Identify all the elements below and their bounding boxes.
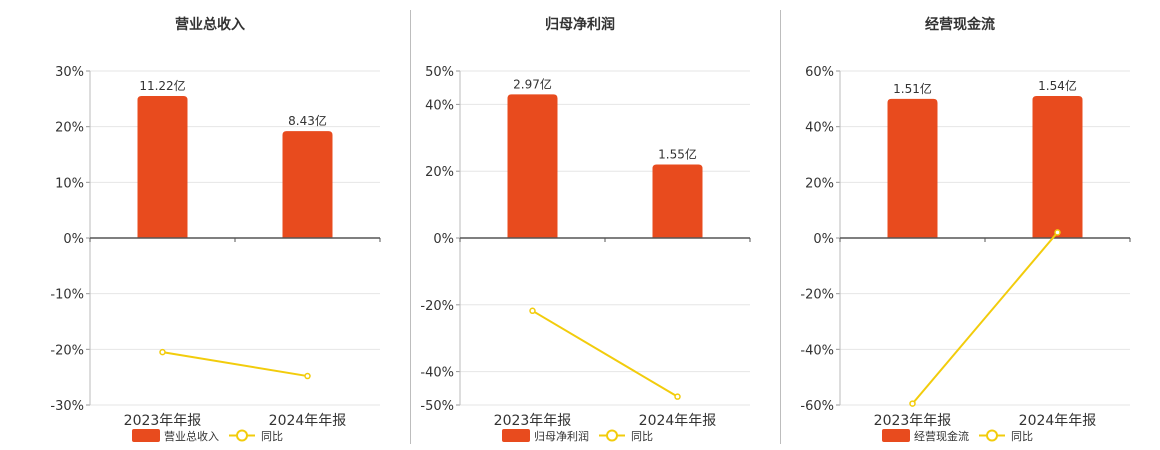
legend-bar-swatch	[502, 429, 530, 442]
yoy-point	[529, 307, 536, 315]
y-tick-label: 40%	[805, 121, 834, 136]
x-category-label: 2023年年报	[124, 413, 202, 429]
panel-divider	[780, 10, 781, 444]
x-category-label: 2024年年报	[639, 413, 717, 429]
yoy-point	[159, 348, 166, 356]
y-tick-label: -50%	[420, 399, 454, 414]
bar-value-label: 11.22亿	[139, 78, 185, 93]
bar-value-label: 1.51亿	[893, 81, 932, 96]
legend-bar-label: 营业总收入	[164, 429, 219, 443]
y-tick-label: -30%	[50, 399, 84, 414]
y-tick-label: -40%	[800, 343, 834, 358]
bar	[887, 98, 938, 238]
yoy-point	[674, 393, 681, 400]
bar-value-label: 1.55亿	[658, 147, 697, 162]
yoy-line	[162, 351, 308, 378]
y-tick-label: 20%	[425, 165, 454, 180]
y-tick-label: -10%	[50, 288, 84, 303]
chart-title: 经营现金流	[925, 16, 995, 33]
legend-line-label: 同比	[261, 430, 283, 443]
yoy-point	[304, 372, 311, 380]
x-category-label: 2024年年报	[1019, 413, 1097, 429]
chart-title: 归母净利润	[545, 16, 615, 33]
x-category-label: 2024年年报	[269, 413, 347, 429]
legend-bar-swatch	[132, 429, 160, 442]
y-tick-label: 30%	[55, 65, 84, 80]
bar-value-label: 8.43亿	[288, 113, 327, 128]
y-tick-label: 0%	[63, 232, 84, 247]
bar	[137, 96, 188, 238]
y-tick-label: 0%	[813, 232, 834, 247]
bar	[282, 131, 333, 238]
x-category-label: 2023年年报	[874, 413, 952, 429]
legend-line-marker	[986, 429, 998, 442]
y-tick-label: 0%	[433, 232, 454, 247]
legend-line-label: 同比	[631, 430, 653, 443]
y-tick-label: 20%	[805, 176, 834, 191]
y-tick-label: -20%	[50, 343, 84, 358]
legend-line-label: 同比	[1011, 430, 1033, 443]
panel-divider	[410, 10, 411, 444]
chart-title: 营业总收入	[175, 16, 245, 33]
y-tick-label: -20%	[800, 288, 834, 303]
y-tick-label: 10%	[55, 176, 84, 191]
bar	[1032, 96, 1083, 238]
y-tick-label: -40%	[420, 366, 454, 381]
yoy-point	[1054, 229, 1061, 236]
y-tick-label: 20%	[55, 121, 84, 136]
x-category-label: 2023年年报	[494, 413, 572, 429]
legend-bar-label: 经营现金流	[914, 429, 969, 443]
yoy-line	[531, 309, 679, 398]
legend-bar-swatch	[882, 429, 910, 442]
y-tick-label: 40%	[425, 98, 454, 113]
y-tick-label: -20%	[420, 299, 454, 314]
bar	[652, 164, 703, 238]
legend-line-marker	[236, 429, 248, 442]
bar-value-label: 2.97亿	[513, 76, 552, 91]
bar	[507, 94, 558, 238]
legend-bar-label: 归母净利润	[534, 429, 589, 443]
y-tick-label: -60%	[800, 399, 834, 414]
y-tick-label: 60%	[805, 65, 834, 80]
y-tick-label: 50%	[425, 65, 454, 80]
yoy-line	[911, 231, 1059, 405]
bar-value-label: 1.54亿	[1038, 78, 1077, 93]
legend-line-marker	[606, 429, 618, 442]
yoy-point	[909, 400, 916, 407]
